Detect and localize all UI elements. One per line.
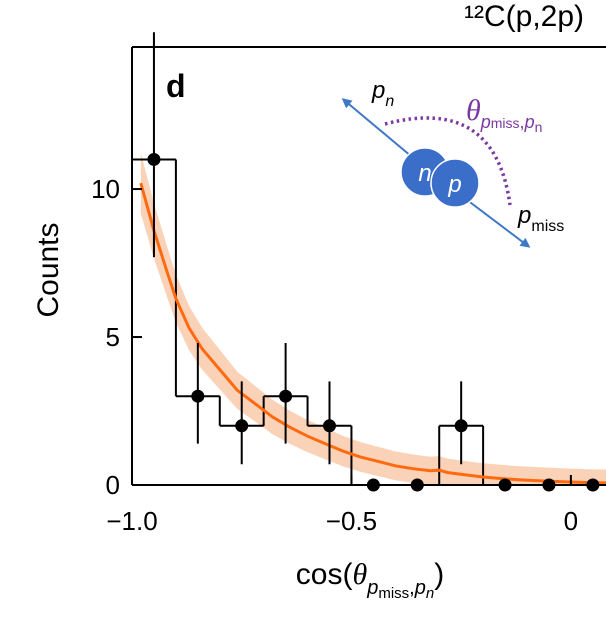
y-tick-label: 10 bbox=[91, 174, 120, 204]
data-point bbox=[323, 419, 336, 433]
y-axis-title: Counts bbox=[32, 222, 65, 317]
x-tick-label: 0 bbox=[564, 506, 578, 536]
chart-title-text: ¹²C(p,2p) bbox=[464, 0, 584, 33]
data-point bbox=[191, 389, 205, 403]
plot-area: 0 5 10 −1.0 −0.5 0 bbox=[91, 32, 606, 536]
y-tick-label: 0 bbox=[106, 470, 120, 500]
panel-letter: d bbox=[166, 68, 186, 104]
svg-text:¹²C(p,2p): ¹²C(p,2p) bbox=[464, 0, 584, 33]
axes-layer: 0 5 10 −1.0 −0.5 0 bbox=[91, 46, 606, 536]
histogram-layer bbox=[132, 158, 606, 486]
proton-circle bbox=[430, 158, 480, 208]
inset-diagram: n p pn pmiss θpmiss,pn bbox=[341, 77, 564, 248]
x-tick-label: −1.0 bbox=[106, 506, 157, 536]
data-points-layer bbox=[147, 32, 600, 492]
pmiss-label: pmiss bbox=[517, 202, 564, 235]
y-tick-label: 5 bbox=[106, 322, 120, 352]
x-tick-label: −0.5 bbox=[326, 506, 377, 536]
data-point bbox=[454, 419, 468, 433]
model-band-layer bbox=[140, 152, 606, 485]
model-curve bbox=[139, 182, 606, 485]
pn-label: pn bbox=[371, 77, 394, 110]
chart-title: ¹²C(p,2p) bbox=[464, 0, 584, 33]
model-uncertainty-band bbox=[140, 152, 606, 485]
model-curve-layer bbox=[139, 182, 606, 485]
angle-arc bbox=[384, 116, 512, 206]
proton-label: p bbox=[447, 171, 461, 198]
neutron-label: n bbox=[418, 160, 431, 187]
x-axis-title: cos(θpmiss,pn) bbox=[296, 558, 444, 602]
data-point bbox=[147, 152, 161, 166]
theta-label: θpmiss,pn bbox=[466, 94, 542, 135]
data-point bbox=[235, 419, 249, 433]
data-point bbox=[279, 389, 293, 403]
